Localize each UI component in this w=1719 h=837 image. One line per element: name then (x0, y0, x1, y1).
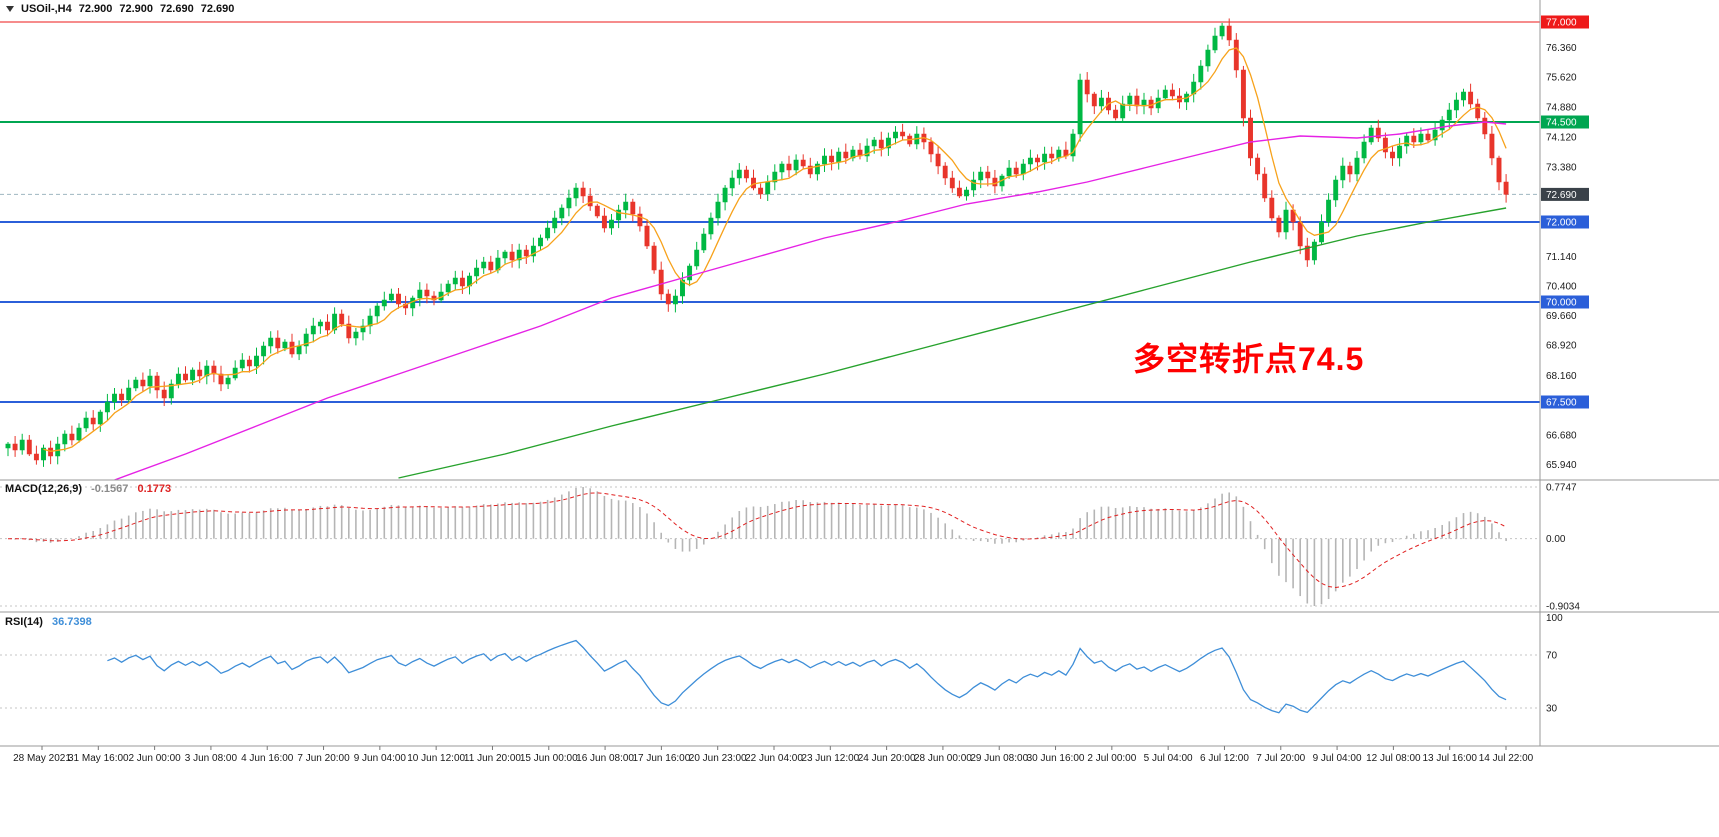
rsi-value: 36.7398 (51, 616, 92, 628)
chart-annotation-text[interactable]: 多空转折点74.5 (1133, 341, 1365, 377)
svg-text:16 Jun 08:00: 16 Jun 08:00 (576, 753, 634, 764)
svg-text:28 May 2021: 28 May 2021 (13, 753, 71, 764)
svg-text:7 Jun 20:00: 7 Jun 20:00 (297, 753, 350, 764)
svg-text:29 Jun 08:00: 29 Jun 08:00 (970, 753, 1028, 764)
svg-text:69.660: 69.660 (1546, 311, 1577, 322)
ma-mid-line (114, 121, 1507, 480)
symbol-title: USOil-,H4 (21, 3, 72, 15)
symbol-dropdown-icon[interactable] (6, 6, 14, 12)
rsi-panel[interactable]: 100 70 30 (0, 613, 1563, 715)
svg-text:12 Jul 08:00: 12 Jul 08:00 (1366, 753, 1421, 764)
svg-text:74.500: 74.500 (1546, 118, 1577, 129)
svg-text:0.7747: 0.7747 (1546, 483, 1577, 494)
svg-text:72.690: 72.690 (1546, 190, 1577, 201)
svg-text:7 Jul 20:00: 7 Jul 20:00 (1256, 753, 1305, 764)
price-axis[interactable]: 76.360 75.620 74.880 74.120 73.380 71.140 70.4… (1541, 15, 1589, 471)
chart-canvas[interactable]: 76.360 75.620 74.880 74.120 73.380 71.140 70.4… (0, 0, 1719, 800)
svg-text:76.360: 76.360 (1546, 43, 1577, 54)
svg-text:30: 30 (1546, 704, 1558, 715)
quote-close: 72.690 (200, 3, 235, 15)
macd-indicator-header: MACD(12,26,9) -0.1567 0.1773 (5, 483, 171, 495)
svg-text:28 Jun 00:00: 28 Jun 00:00 (914, 753, 972, 764)
quote-high: 72.900 (119, 3, 154, 15)
main-chart-panel[interactable] (0, 18, 1540, 480)
svg-text:3 Jun 08:00: 3 Jun 08:00 (185, 753, 238, 764)
svg-text:6 Jul 12:00: 6 Jul 12:00 (1200, 753, 1249, 764)
svg-text:17 Jun 16:00: 17 Jun 16:00 (632, 753, 690, 764)
svg-text:10 Jun 12:00: 10 Jun 12:00 (407, 753, 465, 764)
svg-text:74.880: 74.880 (1546, 102, 1577, 113)
svg-text:23 Jun 12:00: 23 Jun 12:00 (801, 753, 859, 764)
svg-text:24 Jun 20:00: 24 Jun 20:00 (858, 753, 916, 764)
quote-low: 72.690 (160, 3, 194, 15)
svg-text:67.500: 67.500 (1546, 398, 1577, 409)
svg-text:74.120: 74.120 (1546, 133, 1577, 144)
svg-text:13 Jul 16:00: 13 Jul 16:00 (1422, 753, 1477, 764)
panel-separators[interactable] (0, 0, 1719, 747)
svg-text:22 Jun 04:00: 22 Jun 04:00 (745, 753, 803, 764)
svg-text:68.920: 68.920 (1546, 341, 1577, 352)
macd-main-value: -0.1567 (91, 483, 129, 495)
svg-text:70: 70 (1546, 651, 1558, 662)
macd-title: MACD(12,26,9) (5, 483, 83, 495)
symbol-info: USOil-,H4 72.900 72.900 72.690 72.690 (6, 3, 236, 15)
svg-text:73.380: 73.380 (1546, 162, 1577, 173)
svg-text:70.000: 70.000 (1546, 298, 1577, 309)
svg-text:68.160: 68.160 (1546, 371, 1577, 382)
svg-text:2 Jul 00:00: 2 Jul 00:00 (1087, 753, 1136, 764)
svg-text:75.620: 75.620 (1546, 73, 1577, 84)
svg-text:9 Jul 04:00: 9 Jul 04:00 (1313, 753, 1362, 764)
svg-text:20 Jun 23:00: 20 Jun 23:00 (689, 753, 747, 764)
svg-text:11 Jun 20:00: 11 Jun 20:00 (464, 753, 522, 764)
svg-text:2 Jun 00:00: 2 Jun 00:00 (128, 753, 181, 764)
macd-panel[interactable]: 0.7747 0.00 -0.9034 (0, 483, 1580, 613)
svg-text:-0.9034: -0.9034 (1546, 602, 1580, 613)
svg-text:31 May 16:00: 31 May 16:00 (68, 753, 129, 764)
svg-text:30 Jun 16:00: 30 Jun 16:00 (1027, 753, 1085, 764)
svg-text:4 Jun 16:00: 4 Jun 16:00 (241, 753, 294, 764)
svg-text:14 Jul 22:00: 14 Jul 22:00 (1479, 753, 1534, 764)
svg-text:70.400: 70.400 (1546, 282, 1577, 293)
macd-signal-value: 0.1773 (137, 483, 172, 495)
svg-text:66.680: 66.680 (1546, 430, 1577, 441)
svg-text:72.000: 72.000 (1546, 218, 1577, 229)
svg-text:5 Jul 04:00: 5 Jul 04:00 (1144, 753, 1193, 764)
svg-text:65.940: 65.940 (1546, 460, 1577, 471)
svg-text:0.00: 0.00 (1546, 534, 1566, 545)
rsi-title: RSI(14) (5, 616, 43, 628)
horizontal-level-lines[interactable] (0, 21, 1540, 403)
svg-text:9 Jun 04:00: 9 Jun 04:00 (354, 753, 407, 764)
svg-text:15 Jun 00:00: 15 Jun 00:00 (520, 753, 578, 764)
rsi-indicator-header: RSI(14) 36.7398 (5, 616, 92, 628)
candlestick-series (5, 18, 1509, 467)
svg-text:100: 100 (1546, 613, 1563, 624)
ma-fast-line (43, 47, 1507, 452)
quote-open: 72.900 (78, 3, 113, 15)
svg-text:71.140: 71.140 (1546, 252, 1577, 263)
ma-slow-line (398, 207, 1507, 479)
svg-text:77.000: 77.000 (1546, 18, 1577, 29)
